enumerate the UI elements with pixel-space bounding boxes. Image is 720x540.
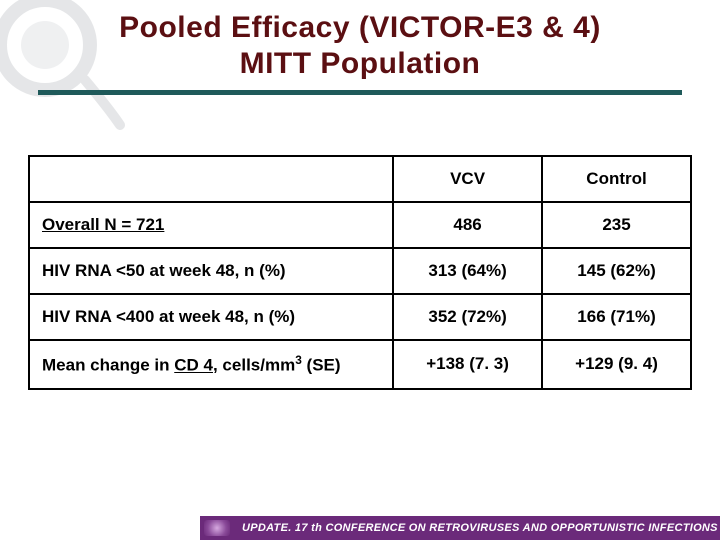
table-row: Overall N = 721 486 235 bbox=[29, 202, 691, 248]
title-line-1: Pooled Efficacy (VICTOR-E3 & 4) bbox=[20, 10, 700, 46]
row-vcv: 486 bbox=[393, 202, 542, 248]
title-line-2: MITT Population bbox=[20, 46, 700, 82]
row-vcv: +138 (7. 3) bbox=[393, 340, 542, 389]
table-body: Overall N = 721 486 235 HIV RNA <50 at w… bbox=[29, 202, 691, 389]
row-control: 145 (62%) bbox=[542, 248, 691, 294]
row-control: 235 bbox=[542, 202, 691, 248]
table-header-row: VCV Control bbox=[29, 156, 691, 202]
footer-ribbon: UPDATE. 17 th CONFERENCE ON RETROVIRUSES… bbox=[200, 516, 720, 540]
footer-text: UPDATE. 17 th CONFERENCE ON RETROVIRUSES… bbox=[234, 516, 720, 540]
efficacy-table-wrap: VCV Control Overall N = 721 486 235 HIV … bbox=[28, 155, 692, 390]
row-control: +129 (9. 4) bbox=[542, 340, 691, 389]
slide-title: Pooled Efficacy (VICTOR-E3 & 4) MITT Pop… bbox=[0, 0, 720, 95]
table-row: HIV RNA <50 at week 48, n (%) 313 (64%) … bbox=[29, 248, 691, 294]
table-row: Mean change in CD 4, cells/mm3 (SE) +138… bbox=[29, 340, 691, 389]
row-label: HIV RNA <400 at week 48, n (%) bbox=[29, 294, 393, 340]
row-vcv: 313 (64%) bbox=[393, 248, 542, 294]
header-control: Control bbox=[542, 156, 691, 202]
row-vcv: 352 (72%) bbox=[393, 294, 542, 340]
row-label: Mean change in CD 4, cells/mm3 (SE) bbox=[29, 340, 393, 389]
title-rule bbox=[38, 90, 682, 95]
row-control: 166 (71%) bbox=[542, 294, 691, 340]
efficacy-table: VCV Control Overall N = 721 486 235 HIV … bbox=[28, 155, 692, 390]
header-vcv: VCV bbox=[393, 156, 542, 202]
ribbon-icon bbox=[200, 516, 234, 540]
row-label: HIV RNA <50 at week 48, n (%) bbox=[29, 248, 393, 294]
row-label: Overall N = 721 bbox=[29, 202, 393, 248]
header-blank bbox=[29, 156, 393, 202]
table-row: HIV RNA <400 at week 48, n (%) 352 (72%)… bbox=[29, 294, 691, 340]
